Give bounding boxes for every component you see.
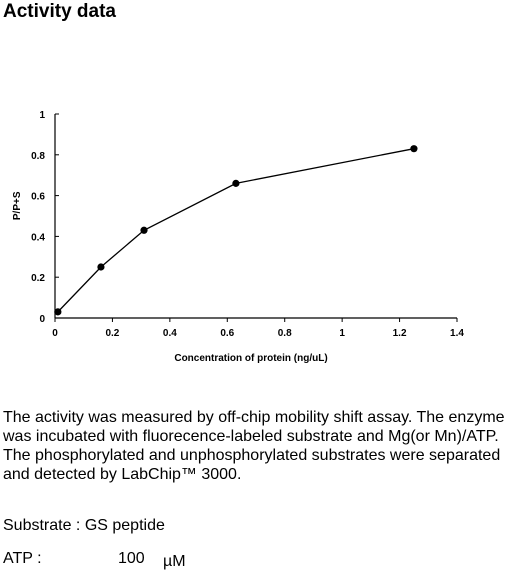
data-point <box>97 263 105 271</box>
atp-label: ATP : <box>3 550 42 567</box>
y-tick-label: 1 <box>39 110 45 121</box>
activity-chart: 0 0.2 0.4 0.6 0.8 1 1.2 1.4 0 0.2 0.4 0.6 0.8 1 Conce… <box>12 110 464 364</box>
x-tick-label: 1.4 <box>450 328 464 339</box>
assay-description: The activity was measured by off-chip mo… <box>3 409 505 483</box>
y-tick-label: 0.6 <box>31 192 45 203</box>
data-point <box>140 226 148 234</box>
chart-series <box>54 145 418 316</box>
data-point <box>232 179 240 187</box>
x-tick-label: 0.6 <box>220 328 234 339</box>
x-tick-label: 0 <box>52 328 58 339</box>
data-point <box>410 145 418 153</box>
series-line <box>57 148 415 313</box>
x-axis-label: Concentration of protein (ng/uL) <box>174 353 327 364</box>
data-point <box>54 308 62 316</box>
x-tick-label: 0.2 <box>105 328 119 339</box>
atp-value: 100 <box>118 550 145 567</box>
y-tick-label: 0.8 <box>31 151 45 162</box>
x-tick-label: 1.2 <box>393 328 407 339</box>
x-tick-label: 1 <box>339 328 345 339</box>
y-axis-label: P/P+S <box>12 191 23 220</box>
x-tick-label: 0.4 <box>163 328 177 339</box>
y-tick-label: 0 <box>39 314 45 325</box>
chart-ticks: 0 0.2 0.4 0.6 0.8 1 1.2 1.4 0 0.2 0.4 0.6 0.8 1 <box>31 110 464 339</box>
atp-line: ATP : 100 µM <box>3 550 303 570</box>
chart-axes <box>54 114 457 319</box>
atp-unit: µM <box>163 553 186 570</box>
y-tick-label: 0.4 <box>31 232 45 243</box>
x-tick-label: 0.8 <box>278 328 292 339</box>
substrate-line: Substrate : GS peptide <box>3 517 165 534</box>
y-tick-label: 0.2 <box>31 273 45 284</box>
page-title: Activity data <box>3 1 116 22</box>
